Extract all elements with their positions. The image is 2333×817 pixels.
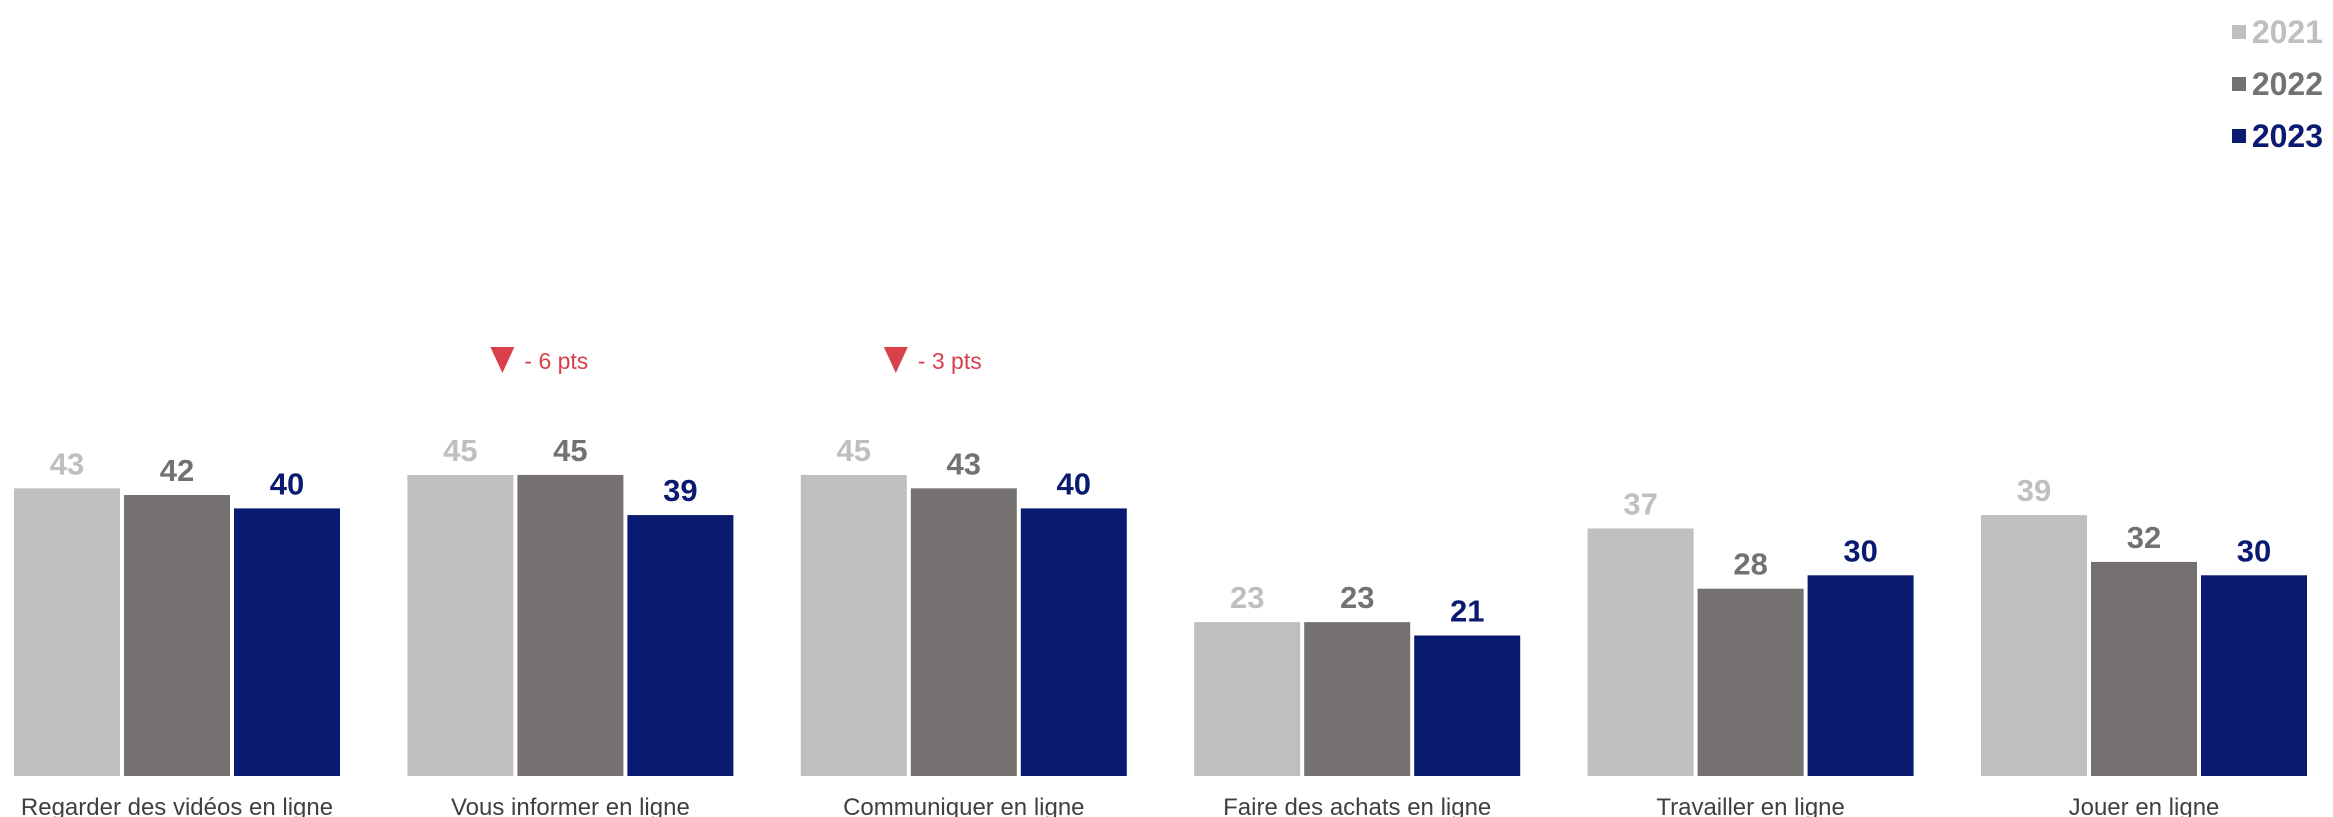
bar-communiquer-en-ligne-2023 [1020,508,1127,776]
value-label-faire-des-achats-en-ligne-2021: 23 [1230,580,1264,615]
value-label-regarder-des-videos-en-ligne-2021: 43 [50,446,84,481]
bar-vous-informer-en-ligne-2021 [407,474,514,776]
value-label-communiquer-en-ligne-2021: 45 [837,433,871,468]
bar-travailler-en-ligne-2021 [1587,528,1694,776]
bar-regarder-des-videos-en-ligne-2022 [124,495,230,776]
legend-swatch-2023 [2231,129,2246,143]
value-label-regarder-des-videos-en-ligne-2023: 40 [270,466,304,501]
legend-item-2022: 2022 [2231,58,2323,110]
value-label-regarder-des-videos-en-ligne-2022: 42 [160,453,194,488]
value-label-travailler-en-ligne-2021: 37 [1623,486,1657,521]
down-triangle-icon [490,347,515,373]
category-labels-layer: Regarder des vidéos en ligne Vous informe… [21,794,2219,817]
value-label-jouer-en-ligne-2022: 32 [2127,520,2161,555]
legend-label-2022: 2022 [2251,65,2323,102]
bar-vous-informer-en-ligne-2023 [627,515,734,776]
value-label-faire-des-achats-en-ligne-2022: 23 [1340,580,1374,615]
annotations-layer: - 6 pts - 3 pts [490,347,982,374]
category-label-regarder-des-videos-en-ligne: Regarder des vidéos en ligne [21,794,333,817]
value-labels-layer: 43 42 40 45 45 39 45 43 40 23 23 21 37 28 30 39 32 30 [50,433,2271,629]
bar-faire-des-achats-en-ligne-2023 [1414,635,1521,776]
bar-jouer-en-ligne-2021 [1981,515,2087,776]
value-label-jouer-en-ligne-2021: 39 [2017,473,2051,508]
bar-communiquer-en-ligne-2021 [800,474,907,776]
value-label-jouer-en-ligne-2023: 30 [2237,533,2271,568]
legend-item-2021: 2021 [2231,6,2323,58]
value-label-communiquer-en-ligne-2022: 43 [947,446,981,481]
bar-jouer-en-ligne-2023 [2201,575,2307,776]
value-label-communiquer-en-ligne-2023: 40 [1057,466,1091,501]
legend-swatch-2022 [2231,77,2246,91]
bar-travailler-en-ligne-2023 [1807,575,1914,776]
value-label-faire-des-achats-en-ligne-2023: 21 [1450,594,1484,629]
bar-regarder-des-videos-en-ligne-2023 [234,508,340,776]
value-label-vous-informer-en-ligne-2022: 45 [553,433,587,468]
bar-communiquer-en-ligne-2022 [910,488,1017,776]
legend-swatch-2021 [2231,25,2246,39]
down-triangle-icon [883,347,908,373]
category-label-faire-des-achats-en-ligne: Faire des achats en ligne [1223,794,1491,817]
category-label-vous-informer-en-ligne: Vous informer en ligne [451,794,690,817]
bar-regarder-des-videos-en-ligne-2021 [14,488,120,776]
bars-layer [14,474,2307,776]
value-label-vous-informer-en-ligne-2021: 45 [443,433,477,468]
annotation-text-vous-informer-en-ligne: - 6 pts [524,348,588,374]
legend-label-2021: 2021 [2251,13,2323,50]
category-label-jouer-en-ligne: Jouer en ligne [2069,794,2220,817]
bar-faire-des-achats-en-ligne-2022 [1304,622,1411,776]
value-label-travailler-en-ligne-2022: 28 [1733,547,1767,582]
bar-vous-informer-en-ligne-2022 [517,474,624,776]
legend: 2021 2022 2023 [2231,6,2323,162]
bar-jouer-en-ligne-2022 [2091,561,2197,776]
bar-faire-des-achats-en-ligne-2021 [1194,622,1301,776]
legend-item-2023: 2023 [2231,110,2323,162]
value-label-vous-informer-en-ligne-2023: 39 [663,473,697,508]
value-label-travailler-en-ligne-2023: 30 [1843,533,1877,568]
category-label-communiquer-en-ligne: Communiquer en ligne [843,794,1084,817]
legend-label-2023: 2023 [2251,117,2323,154]
category-label-travailler-en-ligne: Travailler en ligne [1656,794,1845,817]
annotation-text-communiquer-en-ligne: - 3 pts [918,348,982,374]
bar-travailler-en-ligne-2022 [1697,588,1804,776]
